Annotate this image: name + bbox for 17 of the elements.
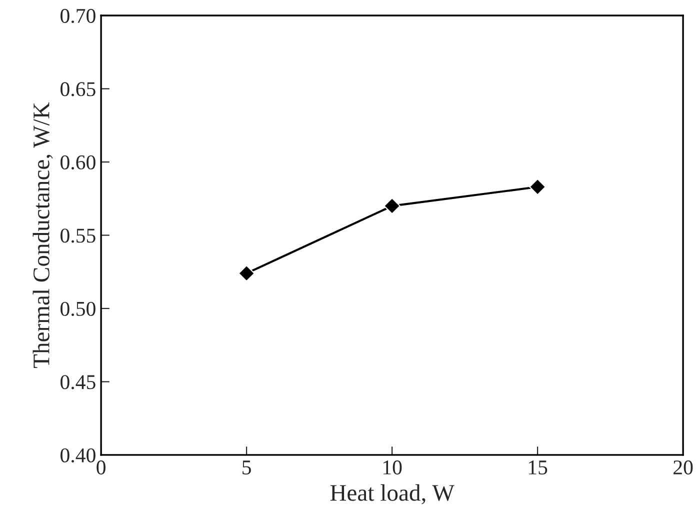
y-tick-label: 0.45: [60, 375, 96, 390]
y-tick-label: 0.55: [60, 228, 96, 243]
y-tick-label: 0.50: [60, 302, 96, 316]
point: [384, 198, 400, 214]
y-axis-title: Thermal Conductance, W/K: [32, 102, 53, 368]
x-tick-label: 20: [674, 460, 693, 474]
x-tick-label: 10: [383, 460, 402, 474]
y-tick-label: 0.70: [60, 8, 96, 24]
x-tick-label: 5: [242, 460, 251, 474]
x-axis-title: Heat load, W: [330, 484, 454, 504]
y-tick-label: 0.60: [60, 155, 96, 170]
y-tick-label: 0.40: [60, 448, 96, 462]
x-tick-label: 0: [96, 460, 106, 474]
x-tick-label: 15: [528, 460, 548, 474]
y-tick-label: 0.65: [60, 82, 96, 96]
point: [238, 264, 255, 282]
point: [529, 178, 546, 196]
